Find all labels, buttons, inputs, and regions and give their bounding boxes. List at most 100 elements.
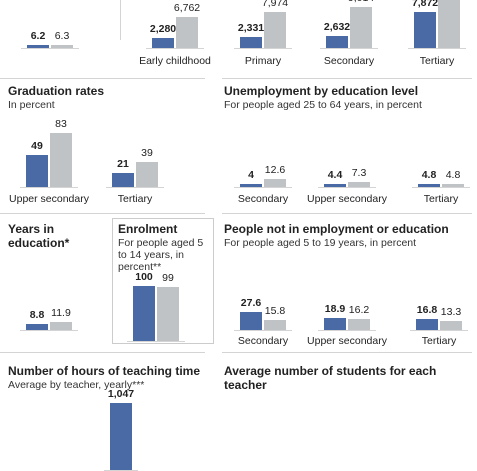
value-label: 11.9 — [51, 307, 71, 320]
bar — [264, 319, 286, 330]
baseline — [234, 187, 292, 188]
value-label: 49 — [31, 140, 43, 153]
bar — [240, 37, 262, 48]
separator — [222, 78, 472, 79]
value-label: 4.8 — [445, 168, 461, 181]
value-label: 8.8 — [29, 309, 45, 322]
value-label: 4.4 — [327, 169, 343, 182]
value-label: 2,280 — [149, 22, 177, 35]
value-label: 100 — [135, 271, 153, 283]
bar — [348, 182, 370, 187]
panel-subtitle: For people aged 25 to 64 years, in perce… — [224, 99, 422, 111]
baseline — [410, 330, 468, 331]
value-label: 39 — [141, 146, 153, 159]
category-label: Tertiary — [421, 335, 457, 347]
baseline — [318, 330, 376, 331]
baseline — [146, 48, 204, 49]
panel-title: People not in employment or education — [224, 222, 449, 236]
value-label: 1,047 — [107, 387, 135, 400]
category-label: Secondary — [323, 55, 375, 67]
baseline — [20, 187, 78, 188]
value-label: 6,762 — [173, 2, 201, 15]
bar — [350, 6, 372, 48]
bar — [414, 12, 436, 48]
panel-subtitle: For people aged 5 to 19 years, in percen… — [224, 237, 417, 249]
baseline — [234, 48, 292, 49]
bar — [416, 319, 438, 330]
bar — [264, 179, 286, 187]
separator — [0, 78, 205, 79]
panel-title: Average number of students for each teac… — [224, 364, 437, 392]
bar — [133, 286, 155, 341]
panel-title: Enrolment — [118, 222, 178, 236]
separator — [0, 352, 205, 353]
category-label: Tertiary — [423, 193, 459, 205]
bar — [26, 324, 48, 330]
bar — [418, 183, 440, 187]
value-label: 16.8 — [416, 304, 438, 317]
bar — [27, 44, 49, 48]
value-label: 6.2 — [30, 29, 46, 42]
value-label: 4 — [248, 169, 254, 182]
panel-title: Graduation rates — [8, 84, 105, 98]
value-label: 18.9 — [324, 302, 346, 315]
value-label: 27.6 — [240, 297, 262, 310]
bar — [240, 184, 262, 187]
baseline — [21, 48, 79, 49]
separator — [120, 0, 121, 40]
category-label: Primary — [244, 55, 282, 67]
baseline — [127, 341, 185, 342]
bar — [240, 312, 262, 330]
value-label: 4.8 — [421, 168, 437, 181]
category-label: Upper secondary — [9, 193, 89, 205]
baseline — [318, 187, 376, 188]
value-label: 15.8 — [264, 304, 286, 317]
separator — [0, 213, 205, 214]
category-label: Tertiary — [117, 193, 153, 205]
bar — [348, 319, 370, 330]
bar — [26, 155, 48, 187]
baseline — [408, 48, 466, 49]
value-label: 7.3 — [351, 167, 367, 180]
bar — [110, 402, 132, 470]
bar — [438, 0, 460, 48]
category-label: Early childhood — [139, 55, 211, 67]
bar — [112, 173, 134, 187]
bar — [324, 184, 346, 187]
baseline — [412, 187, 470, 188]
value-label: 9,014 — [338, 0, 384, 4]
panel-subtitle: For people aged 5 to 14 years, in percen… — [118, 237, 204, 273]
category-label: Secondary — [237, 335, 289, 347]
panel-subtitle: Average by teacher, yearly*** — [8, 379, 145, 391]
baseline — [320, 48, 378, 49]
enrolment-frame — [112, 218, 214, 344]
value-label: 7,974 — [261, 0, 289, 9]
value-label: 21 — [117, 158, 129, 171]
bar — [326, 35, 348, 48]
value-label: 83 — [55, 118, 67, 131]
bar — [136, 161, 158, 187]
panel-title: Number of hours of teaching time — [8, 364, 201, 378]
bar — [152, 37, 174, 48]
value-label: 13.3 — [440, 306, 462, 319]
bar — [324, 317, 346, 330]
panel-title: Unemployment by education level — [224, 84, 419, 98]
bar — [440, 321, 462, 330]
category-label: Tertiary — [419, 55, 455, 67]
bar — [50, 322, 72, 330]
panel-title: Years in education* — [8, 222, 70, 250]
bar — [176, 17, 198, 48]
panel-subtitle: In percent — [8, 99, 55, 111]
value-label: 2,632 — [323, 20, 351, 33]
bar — [51, 44, 73, 48]
value-label: 2,331 — [237, 22, 265, 35]
baseline — [106, 187, 164, 188]
category-label: Secondary — [237, 193, 289, 205]
category-label: Upper secondary — [307, 193, 387, 205]
value-label: 12.6 — [264, 164, 286, 177]
value-label: 99 — [162, 271, 174, 284]
value-label: 7,872 — [411, 0, 439, 10]
separator — [222, 213, 472, 214]
bar — [442, 183, 464, 187]
